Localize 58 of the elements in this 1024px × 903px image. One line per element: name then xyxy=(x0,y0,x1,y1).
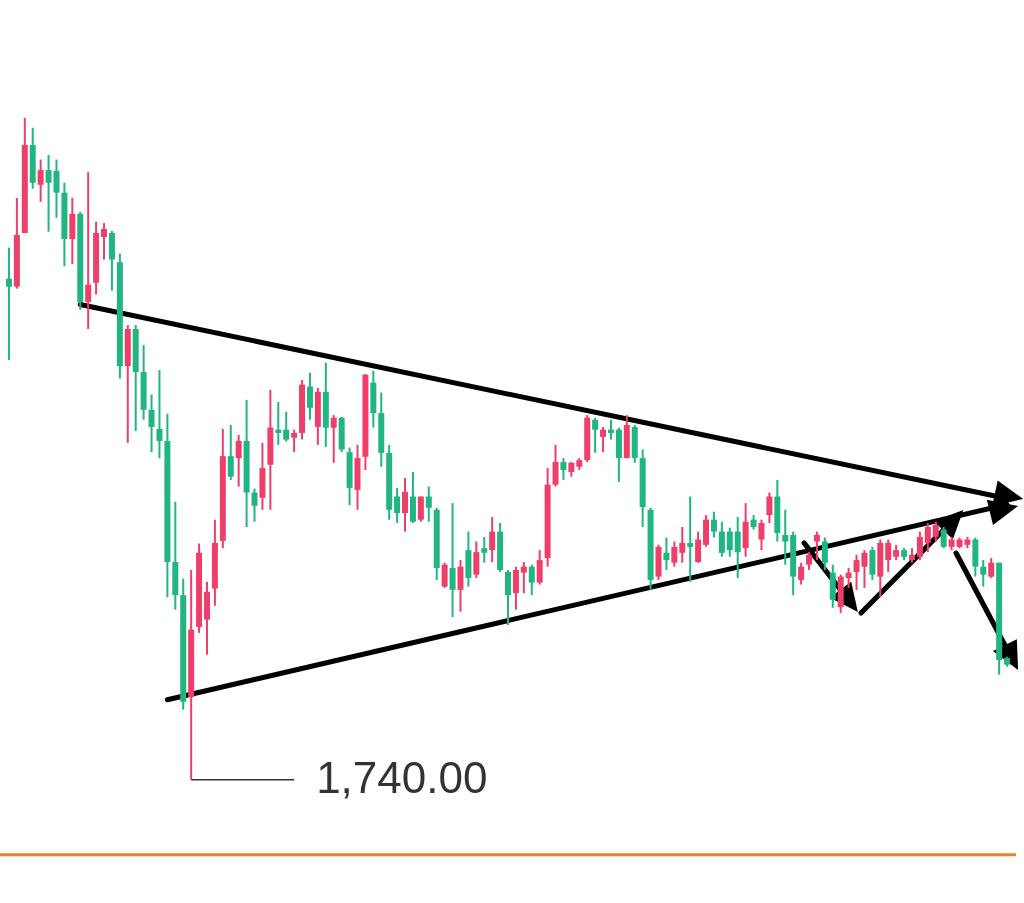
candlestick xyxy=(980,559,987,588)
candlestick xyxy=(916,530,923,562)
candlestick xyxy=(291,428,298,454)
candlestick xyxy=(85,171,92,331)
candlestick xyxy=(552,443,559,488)
candlestick xyxy=(37,158,44,203)
candlestick xyxy=(758,518,765,552)
candlestick xyxy=(489,516,496,564)
candlestick xyxy=(924,522,931,554)
candlestick xyxy=(988,557,995,579)
candlestick xyxy=(520,561,527,595)
candlestick xyxy=(402,476,409,533)
candlestick xyxy=(600,426,607,454)
candlestick xyxy=(227,424,234,481)
candlestick xyxy=(813,530,820,562)
candlestick xyxy=(148,393,155,454)
candlestick xyxy=(782,508,789,566)
candlestick xyxy=(536,549,543,586)
candlestick xyxy=(671,540,678,568)
candlestick xyxy=(330,414,337,464)
candlestick xyxy=(821,536,828,571)
candlestick xyxy=(5,246,12,362)
candlestick xyxy=(718,520,725,558)
candlestick xyxy=(940,525,947,550)
candlestick xyxy=(560,457,567,481)
candlestick xyxy=(798,561,805,586)
candlestick xyxy=(932,520,939,543)
candlestick xyxy=(441,561,448,589)
candlestick xyxy=(592,416,599,454)
candlestick xyxy=(695,530,702,564)
candlestick xyxy=(481,535,488,564)
candlestick xyxy=(457,559,464,613)
candlestick xyxy=(528,563,535,597)
candlestick xyxy=(710,510,717,539)
candlestick xyxy=(512,565,519,611)
candlestick xyxy=(845,567,852,589)
candlestick xyxy=(607,418,614,441)
candlestick xyxy=(766,491,773,524)
candlestick xyxy=(417,495,424,523)
candlestick xyxy=(275,400,282,446)
candlestick xyxy=(726,526,733,558)
candlestick xyxy=(156,369,163,460)
candlestick xyxy=(505,569,511,626)
candlestick xyxy=(101,222,108,261)
annotation: 1,740.00 xyxy=(316,752,488,802)
candlestick xyxy=(394,486,401,524)
candlestick xyxy=(425,485,432,523)
candlestick xyxy=(235,433,242,488)
candlestick xyxy=(306,371,313,421)
candlestick xyxy=(687,495,694,583)
candlestick xyxy=(473,540,480,579)
candlestick xyxy=(449,502,456,619)
candlestick xyxy=(679,525,686,564)
candlestick xyxy=(734,516,741,579)
candlestick xyxy=(283,410,290,443)
candlestick xyxy=(663,536,670,571)
candlestick xyxy=(885,538,892,573)
candlestick xyxy=(251,487,258,523)
